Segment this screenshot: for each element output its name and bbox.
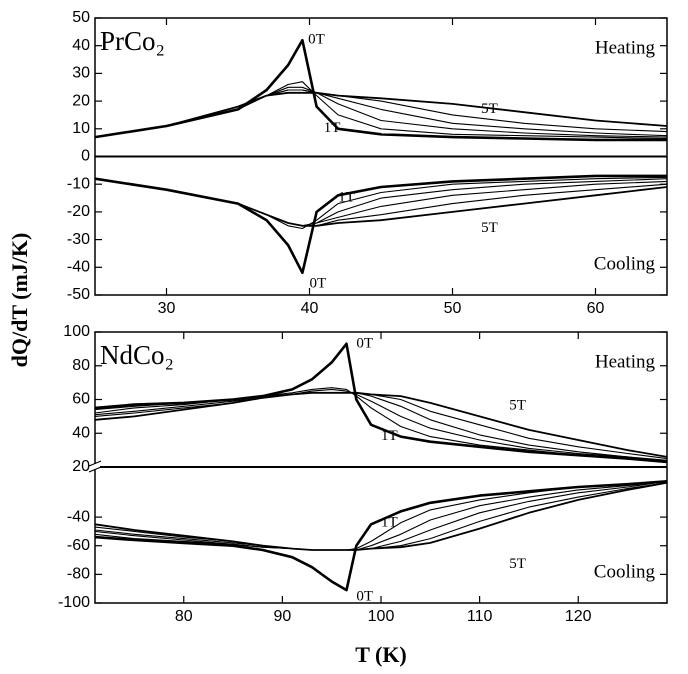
curve-label: 5T [509, 556, 526, 572]
x-tick-label: 90 [273, 608, 291, 625]
axis-break-mark [88, 466, 102, 473]
y-tick-label: -20 [67, 203, 90, 220]
curve [94, 480, 668, 592]
x-tick-label: 60 [587, 300, 605, 317]
panel-title: NdCo₂ [100, 340, 174, 370]
panel-title: PrCo₂ [100, 26, 165, 56]
curve-label: 5T [481, 101, 498, 117]
curve-label: 0T [308, 32, 325, 48]
curve-label: 1T [381, 428, 398, 444]
axis-break-gap [90, 464, 100, 470]
x-tick-label: 30 [158, 300, 176, 317]
curve-label: 0T [356, 335, 373, 351]
y-tick-label: 40 [72, 37, 90, 54]
y-tick-label: 50 [72, 9, 90, 26]
y-tick-label: -60 [67, 537, 90, 554]
y-tick-label: 30 [72, 65, 90, 82]
curve-label: 5T [481, 220, 498, 236]
y-tick-label: -40 [67, 259, 90, 276]
annotation: Cooling [594, 561, 656, 582]
x-tick-label: 110 [467, 608, 493, 625]
curve [94, 86, 668, 138]
annotation: Cooling [594, 253, 656, 274]
curve-label: 0T [310, 275, 327, 291]
y-tick-label: 20 [72, 92, 90, 109]
y-tick-label: -50 [67, 286, 90, 303]
curve-label: 0T [356, 589, 373, 605]
y-tick-label: 60 [72, 391, 90, 408]
y-tick-label: -80 [67, 566, 90, 583]
y-tick-label: -30 [67, 231, 90, 248]
curve-label: 1T [338, 189, 355, 205]
axis-break-mark [88, 460, 102, 467]
curve [94, 38, 667, 142]
y-tick-label: 100 [63, 323, 90, 340]
y-tick-label: -40 [67, 508, 90, 525]
x-tick-label: 80 [175, 608, 193, 625]
x-tick-label: 120 [565, 608, 592, 625]
x-tick-label: 50 [444, 300, 462, 317]
x-axis-label: T (K) [355, 642, 407, 667]
y-tick-label: 80 [72, 357, 90, 374]
curve [94, 81, 668, 140]
curve [94, 388, 668, 463]
y-tick-label: 20 [72, 458, 90, 475]
y-tick-label: 10 [72, 120, 90, 137]
curve [94, 481, 668, 551]
y-tick-label: 0 [81, 148, 90, 165]
y-tick-label: -100 [58, 594, 90, 611]
curve [94, 89, 668, 138]
curve [94, 387, 668, 463]
curve-label: 5T [509, 398, 526, 414]
x-tick-label: 40 [301, 300, 319, 317]
curve-label: 1T [324, 120, 341, 136]
y-axis-label: dQ/dT (mJ/K) [7, 233, 32, 368]
x-tick-label: 100 [368, 608, 395, 625]
annotation: Heating [595, 37, 656, 58]
y-tick-label: 40 [72, 424, 90, 441]
curve-label: 1T [381, 514, 398, 530]
curve [94, 91, 668, 138]
curve [94, 391, 668, 458]
y-tick-label: -10 [67, 175, 90, 192]
curve [94, 177, 668, 227]
curve [94, 89, 668, 138]
annotation: Heating [595, 351, 656, 372]
